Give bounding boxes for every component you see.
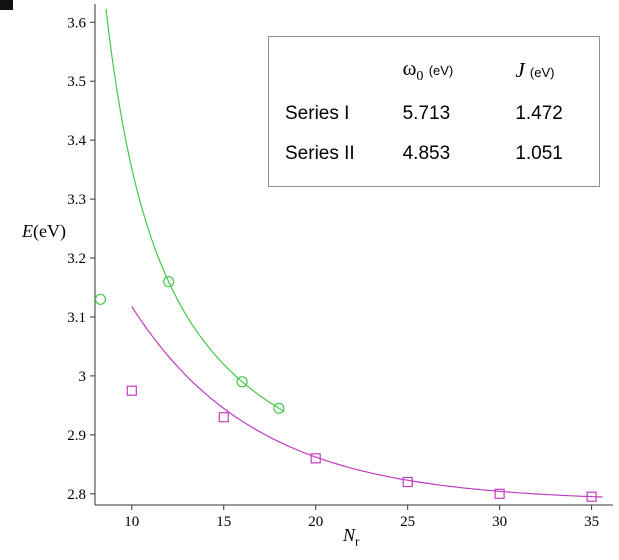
- y-tick-label: 2.9: [67, 428, 86, 444]
- omega-subscript: 0: [416, 69, 424, 85]
- header-j: J (eV): [509, 47, 593, 94]
- data-point-square: [586, 491, 597, 502]
- j-unit: (eV): [529, 65, 555, 81]
- x-axis-label-subscript: r: [355, 533, 360, 549]
- x-tick-label: 35: [584, 514, 599, 530]
- series-1-omega0-value: 5.713: [402, 103, 451, 125]
- j-symbol: J: [515, 58, 525, 83]
- data-point-square: [126, 385, 137, 396]
- series-curve-1: [105, 8, 285, 413]
- series-2-j-value: 1.051: [515, 143, 563, 165]
- data-point-square: [402, 476, 413, 488]
- data-point-circle: [236, 376, 248, 388]
- x-axis-label: Nr: [343, 525, 359, 550]
- legend-table: ω0 (eV) J (eV) Series I 5.713 1.472 Seri…: [268, 36, 600, 188]
- corner-mark: [0, 0, 13, 10]
- series-1-j-value: 1.472: [515, 103, 563, 125]
- y-tick-label: 2.8: [67, 487, 86, 503]
- x-tick-label: 15: [216, 514, 231, 530]
- data-point-circle: [163, 276, 175, 288]
- y-tick-label: 3: [79, 369, 87, 385]
- y-axis-label: E(eV): [22, 221, 66, 242]
- x-tick-label: 25: [400, 514, 415, 530]
- series-2-omega0-value: 4.853: [402, 143, 451, 165]
- y-tick-label: 3.1: [67, 310, 86, 326]
- table-row: Series I 5.713 1.472: [279, 94, 593, 134]
- y-tick-label: 3.5: [67, 74, 86, 90]
- data-point-square: [494, 488, 505, 499]
- series-1-label: Series I: [285, 103, 350, 125]
- y-tick-label: 3.2: [67, 251, 86, 267]
- series-curve-2: [131, 306, 603, 498]
- y-tick-label: 3.6: [67, 15, 86, 31]
- data-point-square: [218, 412, 229, 423]
- omega-symbol: ω: [402, 56, 417, 80]
- y-axis-label-unit: (eV): [33, 221, 66, 241]
- y-tick-label: 3.4: [67, 133, 86, 149]
- table-header-row: ω0 (eV) J (eV): [279, 47, 593, 94]
- x-tick-label: 20: [308, 514, 323, 530]
- header-empty-cell: [279, 47, 397, 94]
- table-row: Series II 4.853 1.051: [279, 134, 593, 174]
- y-tick-label: 3.3: [67, 192, 86, 208]
- x-tick-label: 10: [124, 514, 139, 530]
- data-point-circle: [273, 402, 285, 414]
- x-axis-label-symbol: N: [343, 525, 356, 545]
- series-2-label: Series II: [285, 143, 355, 165]
- header-omega0: ω0 (eV): [397, 47, 510, 94]
- fit-parameters-table: ω0 (eV) J (eV) Series I 5.713 1.472 Seri…: [279, 47, 593, 174]
- data-point-circle: [94, 293, 107, 305]
- x-tick-label: 30: [492, 514, 507, 530]
- omega-unit: (eV): [428, 63, 454, 78]
- data-point-square: [310, 453, 321, 464]
- y-axis-label-symbol: E: [22, 221, 33, 241]
